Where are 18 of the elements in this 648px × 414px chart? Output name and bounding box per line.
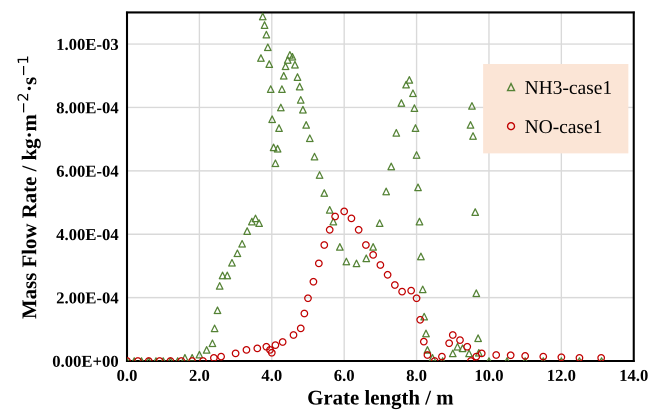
legend-label: NH3-case1 [525, 81, 611, 94]
x-tick-label: 6.0 [334, 370, 354, 382]
x-tick-label: 0.0 [117, 370, 137, 382]
y-axis-title: Mass Flow Rate / kg·m$^{−2}$·s$^{−1}$ [17, 56, 41, 319]
x-tick-label: 8.0 [406, 370, 426, 382]
x-tick-label: 10.0 [476, 370, 503, 382]
y-tick-label: 0.00E+00 [52, 356, 118, 368]
y-tick-label: 4.00E-04 [56, 228, 118, 240]
x-tick-label: 2.0 [190, 370, 210, 382]
y-tick-label: 8.00E-04 [56, 102, 118, 114]
x-tick-label: 4.0 [262, 370, 282, 382]
y-tick-label: 1.00E-03 [58, 38, 118, 50]
x-tick-label: 14.0 [620, 370, 648, 382]
legend-label: NO-case1 [525, 120, 602, 134]
y-tick-label: 6.00E-04 [56, 166, 118, 177]
y-tick-label: 2.00E-04 [56, 292, 118, 304]
x-tick-label: 12.0 [548, 370, 576, 382]
x-axis-title: Grate length / m [308, 390, 454, 410]
